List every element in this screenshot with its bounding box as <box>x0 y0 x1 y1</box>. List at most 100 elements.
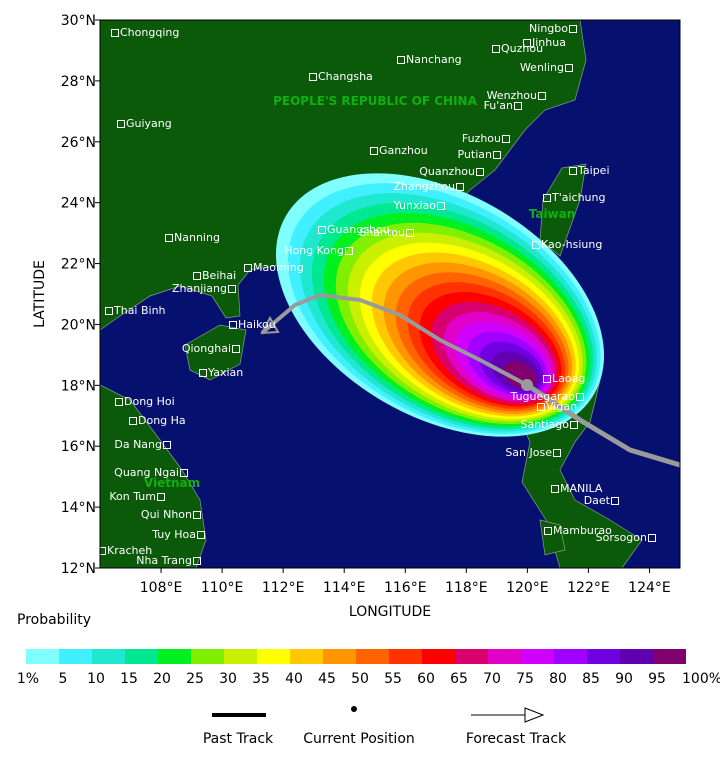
city-marker <box>576 393 584 401</box>
city-label: Maoming <box>253 261 304 274</box>
city-label: Santiago <box>520 418 569 431</box>
city-marker <box>228 285 236 293</box>
city-marker <box>345 247 353 255</box>
city-label: Daet <box>584 494 611 507</box>
city-marker <box>163 441 171 449</box>
city-marker <box>193 557 201 565</box>
past-track <box>260 292 528 387</box>
city-label: Fuzhou <box>462 132 501 145</box>
city-marker <box>397 56 405 64</box>
legend-label: 40 <box>285 671 303 687</box>
city-marker <box>180 469 188 477</box>
city-label: Changsha <box>318 70 373 83</box>
city-marker <box>165 234 173 242</box>
legend-swatch <box>554 649 587 664</box>
country-label: Vietnam <box>144 476 200 490</box>
legend-swatch <box>92 649 125 664</box>
tracks <box>260 292 680 468</box>
hainan <box>184 324 247 381</box>
x-tick-label: 108°E <box>140 580 183 596</box>
city-label: Kao-hsiung <box>541 238 602 251</box>
city-label: Chongqing <box>120 26 179 39</box>
city-label: Kracheh <box>107 544 152 557</box>
current-position-symbol <box>351 706 357 712</box>
city-marker <box>193 272 201 280</box>
legend-swatch <box>323 649 356 664</box>
city-marker <box>569 25 577 33</box>
city-marker <box>370 147 378 155</box>
legend-swatch <box>26 649 59 664</box>
city-label: Sorsogon <box>596 531 647 544</box>
city-label: Dong Hoi <box>124 395 175 408</box>
y-tick-label: 28°N <box>61 74 96 90</box>
legend: 1% 5 10 15 20 25 30 35 40 45 50 55 60 65 70 75 80 85 90 95 1… <box>17 649 720 687</box>
legend-label: 5 <box>59 671 68 687</box>
city-marker <box>193 511 201 519</box>
legend-swatch <box>653 649 686 664</box>
city-marker <box>318 226 326 234</box>
city-label: Qui Nhon <box>141 508 192 521</box>
city-marker <box>493 151 501 159</box>
legend-item: Past Track <box>203 731 274 747</box>
legend-swatch <box>356 649 389 664</box>
city-marker <box>492 45 500 53</box>
city-marker <box>197 531 205 539</box>
city-marker <box>244 264 252 272</box>
legend-label: 65 <box>450 671 468 687</box>
legend-label: 45 <box>318 671 336 687</box>
x-tick-label: 112°E <box>262 580 305 596</box>
legend-label: 70 <box>483 671 501 687</box>
x-tick-label: 116°E <box>384 580 427 596</box>
city-marker <box>129 417 137 425</box>
legend-label: 35 <box>252 671 270 687</box>
city-marker <box>111 29 119 37</box>
legend-swatch <box>521 649 554 664</box>
mindoro <box>539 519 566 556</box>
city-marker <box>570 421 578 429</box>
axes: 108°E 110°E 112°E 114°E 116°E 118°E 120°E 122°E… <box>61 13 671 596</box>
city-marker <box>100 547 106 555</box>
legend-label: 10 <box>87 671 105 687</box>
legend-swatch <box>455 649 488 664</box>
city-label: Tuguegarao <box>510 390 576 403</box>
city-label: San Jose <box>505 446 552 459</box>
city-label: T'aichung <box>551 191 606 204</box>
city-label: Mamburao <box>553 524 612 537</box>
city-marker <box>523 39 531 47</box>
legend-label: 15 <box>120 671 138 687</box>
city-label: Nanning <box>174 231 220 244</box>
legend-title: Probability <box>17 612 91 628</box>
current-position-marker <box>521 379 533 391</box>
legend-swatch <box>389 649 422 664</box>
legend-swatch <box>257 649 290 664</box>
city-label: MANILA <box>560 482 603 495</box>
legend-label: 75 <box>516 671 534 687</box>
x-axis-title: LONGITUDE <box>349 604 431 620</box>
country-label: Taiwan <box>529 207 576 221</box>
city-label: Wenzhou <box>487 89 537 102</box>
city-label: Kon Tum <box>109 490 156 503</box>
y-tick-label: 22°N <box>61 257 96 273</box>
city-label: Tuy Hoa <box>151 528 196 541</box>
city-label: Yunxiao <box>393 199 437 212</box>
city-marker <box>456 183 464 191</box>
legend-label: 90 <box>615 671 633 687</box>
y-tick-label: 24°N <box>61 196 96 212</box>
forecast-track <box>525 382 680 468</box>
legend-label: 85 <box>582 671 600 687</box>
city-label: Quang Ngai <box>114 466 179 479</box>
legend-swatch <box>125 649 158 664</box>
city-label: Taipei <box>577 164 610 177</box>
city-marker <box>648 534 656 542</box>
legend-label: 95 <box>648 671 666 687</box>
legend-swatch <box>620 649 653 664</box>
forecast-track-symbol <box>471 707 545 723</box>
city-label: Jinhua <box>531 36 566 49</box>
city-marker <box>551 485 559 493</box>
city-marker <box>117 120 125 128</box>
city-marker <box>565 64 573 72</box>
city-marker <box>569 167 577 175</box>
city-label: Putian <box>458 148 493 161</box>
legend-swatch <box>191 649 224 664</box>
city-label: Yaxian <box>207 366 243 379</box>
